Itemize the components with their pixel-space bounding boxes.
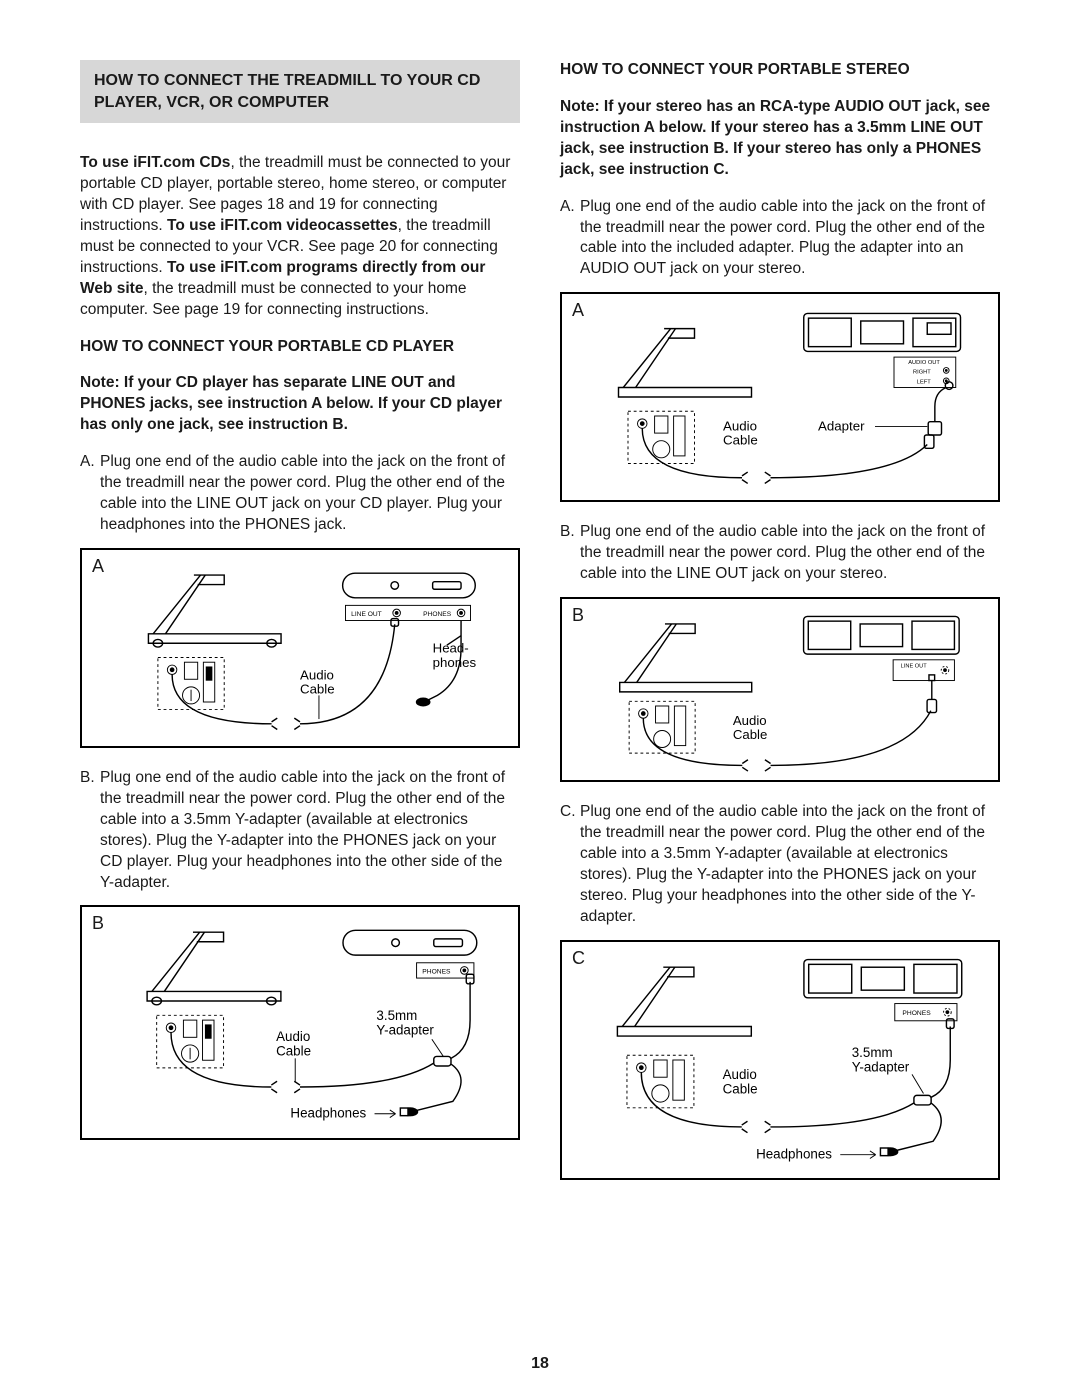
stereo-step-b-text: Plug one end of the audio cable into the… xyxy=(580,522,1000,585)
stereo-note: Note: If your stereo has an RCA-type AUD… xyxy=(560,97,1000,181)
diagram-letter: A xyxy=(92,556,104,577)
step-marker: B. xyxy=(80,768,100,894)
stereo-diagram-b: B xyxy=(560,597,1000,782)
cd-step-a: A. Plug one end of the audio cable into … xyxy=(80,452,520,536)
diagram-letter: B xyxy=(572,605,584,626)
phones-label-b: PHONES xyxy=(422,969,451,976)
stereo-diagram-a-svg: AUDIO OUT RIGHT LEFT xyxy=(570,302,990,492)
adapter-label: Adapter xyxy=(818,419,865,434)
yadapter-label-sc: 3.5mmY-adapter xyxy=(852,1045,910,1074)
yadapter-label: 3.5mmY-adapter xyxy=(376,1009,434,1038)
intro-bold-1: To use iFIT.com CDs xyxy=(80,154,230,171)
cd-diagram-a-svg: LINE OUT PHONES xyxy=(90,558,510,738)
lineout-label: LINE OUT xyxy=(351,611,382,618)
cd-diagram-a: A xyxy=(80,548,520,748)
stereo-diagram-c-svg: PHONES xyxy=(570,950,990,1170)
diagram-letter: B xyxy=(92,913,104,934)
cd-instruction-list-b: B. Plug one end of the audio cable into … xyxy=(80,768,520,894)
stereo-list-b: B. Plug one end of the audio cable into … xyxy=(560,522,1000,585)
page-number: 18 xyxy=(0,1355,1080,1373)
headphones-label-b: Headphones xyxy=(290,1106,366,1121)
audiocable-label: AudioCable xyxy=(300,667,335,696)
stereo-diagram-a: A xyxy=(560,292,1000,502)
cd-diagram-b-svg: PHONES xyxy=(90,915,510,1130)
audiocable-label-sb: AudioCable xyxy=(733,713,767,742)
stereo-diagram-b-svg: LINE OUT AudioCa xyxy=(570,607,990,772)
cd-step-b: B. Plug one end of the audio cable into … xyxy=(80,768,520,894)
audiocable-label-sa: AudioCable xyxy=(723,419,758,448)
step-marker: C. xyxy=(560,802,580,928)
phones-label-sc: PHONES xyxy=(902,1010,931,1017)
headphones-label-sc: Headphones xyxy=(756,1146,832,1161)
cd-diagram-b: B xyxy=(80,905,520,1140)
right-column: HOW TO CONNECT YOUR PORTABLE STEREO Note… xyxy=(560,60,1000,1200)
stereo-step-c-text: Plug one end of the audio cable into the… xyxy=(580,802,1000,928)
intro-paragraph: To use iFIT.com CDs, the treadmill must … xyxy=(80,153,520,320)
diagram-letter: A xyxy=(572,300,584,321)
page: HOW TO CONNECT THE TREADMILL TO YOUR CD … xyxy=(0,0,1080,1397)
diagram-letter: C xyxy=(572,948,585,969)
audioout-label: AUDIO OUT xyxy=(908,360,940,366)
cd-step-b-text: Plug one end of the audio cable into the… xyxy=(100,768,520,894)
right-label: RIGHT xyxy=(913,370,931,376)
audiocable-label-sc: AudioCable xyxy=(723,1067,758,1096)
stereo-step-c: C. Plug one end of the audio cable into … xyxy=(560,802,1000,928)
stereo-step-a-text: Plug one end of the audio cable into the… xyxy=(580,197,1000,281)
grey-heading-box: HOW TO CONNECT THE TREADMILL TO YOUR CD … xyxy=(80,60,520,123)
stereo-heading: HOW TO CONNECT YOUR PORTABLE STEREO xyxy=(560,60,1000,81)
stereo-step-b: B. Plug one end of the audio cable into … xyxy=(560,522,1000,585)
two-column-layout: HOW TO CONNECT THE TREADMILL TO YOUR CD … xyxy=(80,60,1000,1200)
step-marker: A. xyxy=(560,197,580,281)
cd-note: Note: If your CD player has separate LIN… xyxy=(80,373,520,436)
lineout-label-sb: LINE OUT xyxy=(901,663,928,669)
step-marker: B. xyxy=(560,522,580,585)
sub-heading-cd: HOW TO CONNECT YOUR PORTABLE CD PLAYER xyxy=(80,337,520,358)
audiocable-label-b: AudioCable xyxy=(276,1030,311,1059)
left-column: HOW TO CONNECT THE TREADMILL TO YOUR CD … xyxy=(80,60,520,1200)
step-marker: A. xyxy=(80,452,100,536)
headphones-label: Head-phones xyxy=(433,641,477,670)
left-label: LEFT xyxy=(917,380,931,386)
intro-bold-3: To use iFIT.com videocassettes xyxy=(167,217,398,234)
cd-instruction-list: A. Plug one end of the audio cable into … xyxy=(80,452,520,536)
phones-label: PHONES xyxy=(423,611,452,618)
stereo-step-a: A. Plug one end of the audio cable into … xyxy=(560,197,1000,281)
cd-step-a-text: Plug one end of the audio cable into the… xyxy=(100,452,520,536)
stereo-diagram-c: C xyxy=(560,940,1000,1180)
stereo-list-c: C. Plug one end of the audio cable into … xyxy=(560,802,1000,928)
stereo-list-a: A. Plug one end of the audio cable into … xyxy=(560,197,1000,281)
